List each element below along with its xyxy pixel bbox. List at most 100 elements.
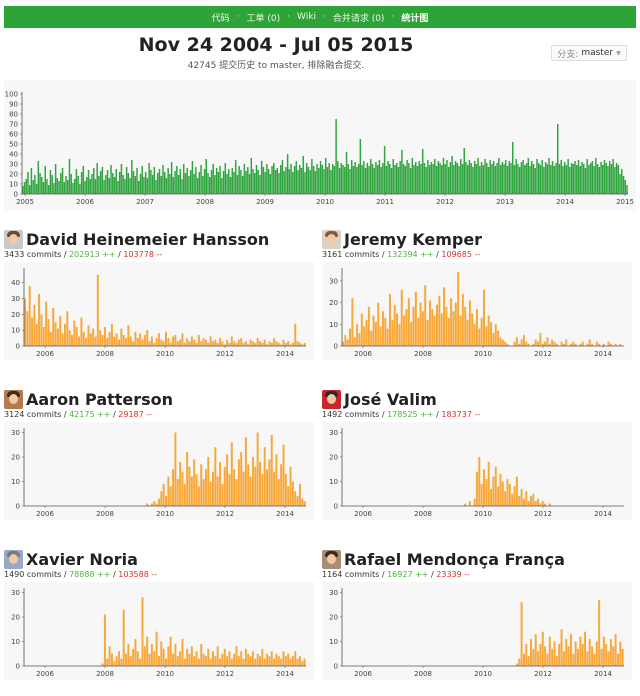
commit-bar xyxy=(72,183,74,194)
commit-bar xyxy=(61,333,64,346)
commit-bar xyxy=(423,163,426,194)
contributor-name[interactable]: Xavier Noria xyxy=(26,550,138,569)
commit-bar xyxy=(527,501,530,506)
commit-bar xyxy=(221,341,224,346)
commit-bar xyxy=(384,317,387,346)
avatar[interactable] xyxy=(322,230,341,249)
commit-bar xyxy=(398,324,401,346)
commit-bar xyxy=(453,165,455,194)
nav-tab-graphs[interactable]: 统计图 xyxy=(401,13,429,24)
commit-bar xyxy=(537,498,540,506)
avatar[interactable] xyxy=(4,550,23,569)
commit-bar xyxy=(216,646,219,666)
commit-bar xyxy=(551,648,554,666)
commit-bar xyxy=(389,293,391,346)
y-tick-label: 0 xyxy=(16,663,20,671)
nav-tab-issues[interactable]: 工单 (0) xyxy=(246,13,281,24)
commit-bar xyxy=(427,160,429,194)
commit-bar xyxy=(183,164,185,194)
commit-bar xyxy=(101,334,104,346)
commit-bar xyxy=(484,159,486,194)
branch-selector[interactable]: 分支: master ▼ xyxy=(551,45,627,61)
commit-bar xyxy=(115,656,118,666)
contributor-name[interactable]: José Valim xyxy=(344,390,437,409)
nav-tab-wiki[interactable]: Wiki xyxy=(297,12,316,22)
commit-bar xyxy=(167,168,169,194)
commit-bar xyxy=(394,165,396,194)
commit-bar xyxy=(110,165,112,194)
additions-count: 132394 ++ xyxy=(387,250,434,259)
commit-bar xyxy=(165,496,167,506)
commit-bar xyxy=(586,343,589,346)
commit-bar xyxy=(382,163,384,194)
commit-bar xyxy=(505,160,507,194)
commit-bar xyxy=(506,166,509,194)
commit-bar xyxy=(115,169,117,194)
commit-bar xyxy=(386,328,389,346)
commit-bar xyxy=(248,174,251,194)
nav-tab-pull-requests[interactable]: 合并请求 (0) xyxy=(332,13,385,24)
commit-bar xyxy=(378,160,381,194)
y-tick-label: 20 xyxy=(11,453,20,461)
commit-bar xyxy=(399,161,401,194)
y-tick-label: 30 xyxy=(329,277,338,285)
commit-bar xyxy=(619,174,621,194)
commit-bar xyxy=(162,165,164,194)
commit-bar xyxy=(67,180,69,194)
commit-bar xyxy=(513,165,516,194)
stats-separator: / xyxy=(379,570,388,579)
commit-bar xyxy=(342,341,344,346)
contributor-stats: 3433 commits / 202913 ++ / 103778 -- xyxy=(4,250,269,259)
commit-bar xyxy=(511,493,514,506)
contributor-name[interactable]: Rafael Mendonça França xyxy=(344,550,565,569)
commit-bar xyxy=(518,496,521,506)
contributor-name[interactable]: Aaron Patterson xyxy=(26,390,174,409)
commit-bar xyxy=(404,166,407,194)
commit-bar xyxy=(63,323,66,346)
commit-bar xyxy=(496,163,498,194)
commit-bar xyxy=(356,167,358,194)
commit-bar xyxy=(278,173,280,194)
commit-bar xyxy=(614,634,617,666)
commit-bar xyxy=(46,179,48,194)
commit-bar xyxy=(588,165,590,194)
commit-bar xyxy=(151,175,154,194)
commit-bar xyxy=(198,172,201,194)
commit-bar xyxy=(118,172,121,194)
commit-bar xyxy=(143,177,145,194)
commit-bar xyxy=(497,486,500,506)
commit-bar xyxy=(395,163,398,194)
nav-tab-code[interactable]: 代码 xyxy=(211,13,230,24)
commit-bar xyxy=(465,162,467,194)
commit-bar xyxy=(544,341,547,346)
commit-bar xyxy=(118,339,120,346)
commit-bar xyxy=(577,648,579,666)
commit-bar xyxy=(622,176,625,194)
commit-bar xyxy=(127,643,130,666)
avatar[interactable] xyxy=(322,390,341,409)
commit-bar xyxy=(252,169,254,194)
commit-bar xyxy=(499,474,502,506)
avatar[interactable] xyxy=(322,550,341,569)
commit-bar xyxy=(179,339,182,346)
commit-bar xyxy=(108,646,111,666)
commit-bar xyxy=(176,166,178,194)
commit-bar xyxy=(522,498,525,506)
commit-bar xyxy=(39,173,41,194)
avatar[interactable] xyxy=(4,230,23,249)
commit-bar xyxy=(541,501,544,506)
commit-bar xyxy=(49,170,52,194)
contributor-stats: 1492 commits / 178525 ++ / 183737 -- xyxy=(322,410,480,419)
additions-count: 202913 ++ xyxy=(69,250,116,259)
commit-bar xyxy=(129,178,131,194)
commit-bar xyxy=(522,335,525,346)
deletions-count: 109685 -- xyxy=(441,250,481,259)
commit-bar xyxy=(357,164,360,194)
avatar[interactable] xyxy=(4,390,23,409)
commit-bar xyxy=(440,313,443,346)
commit-bar xyxy=(555,656,558,666)
x-tick-label: 2012 xyxy=(216,350,234,358)
contributor-name[interactable]: Jeremy Kemper xyxy=(344,230,483,249)
contributor-name[interactable]: David Heinemeier Hansson xyxy=(26,230,270,249)
x-tick-label: 2012 xyxy=(436,198,454,206)
